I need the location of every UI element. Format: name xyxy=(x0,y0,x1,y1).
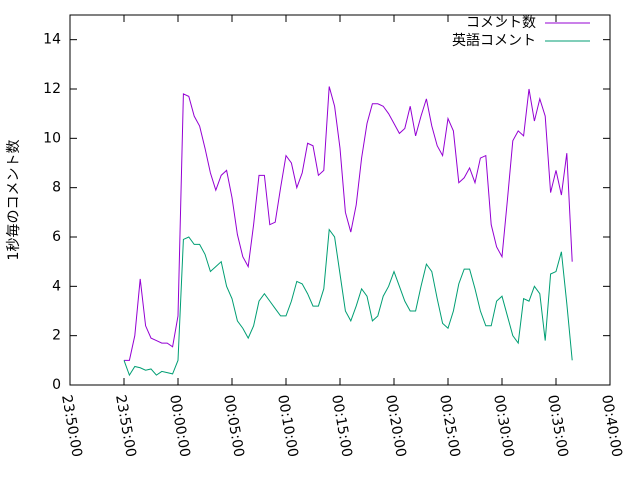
x-tick-label: 00:40:00 xyxy=(598,394,625,459)
x-tick-label: 00:35:00 xyxy=(544,394,571,459)
x-tick-label: 00:10:00 xyxy=(274,394,301,459)
x-tick-label: 00:20:00 xyxy=(382,394,409,459)
x-tick-label: 00:05:00 xyxy=(220,394,247,459)
x-tick-label: 00:15:00 xyxy=(328,394,355,459)
y-tick-label: 2 xyxy=(52,328,61,344)
x-tick-label: 00:30:00 xyxy=(490,394,517,459)
series-line xyxy=(124,86,573,361)
plot-frame xyxy=(69,14,611,386)
y-tick-label: 8 xyxy=(52,180,61,196)
series-line xyxy=(123,228,573,377)
y-tick-label: 12 xyxy=(43,81,61,97)
legend-label: 英語コメント xyxy=(452,32,536,49)
x-tick-label: 23:55:00 xyxy=(112,394,139,459)
y-axis-label: 1秒毎のコメント数 xyxy=(6,140,22,261)
x-tick-label: 00:25:00 xyxy=(436,394,463,459)
y-tick-label: 0 xyxy=(52,377,61,393)
y-tick-label: 14 xyxy=(43,32,61,48)
y-tick-label: 10 xyxy=(43,130,61,146)
x-tick-label: 00:00:00 xyxy=(166,394,193,459)
legend-label: コメント数 xyxy=(466,15,536,31)
x-tick-label: 23:50:00 xyxy=(58,394,85,459)
y-tick-label: 4 xyxy=(52,278,61,294)
y-tick-label: 6 xyxy=(52,229,61,245)
